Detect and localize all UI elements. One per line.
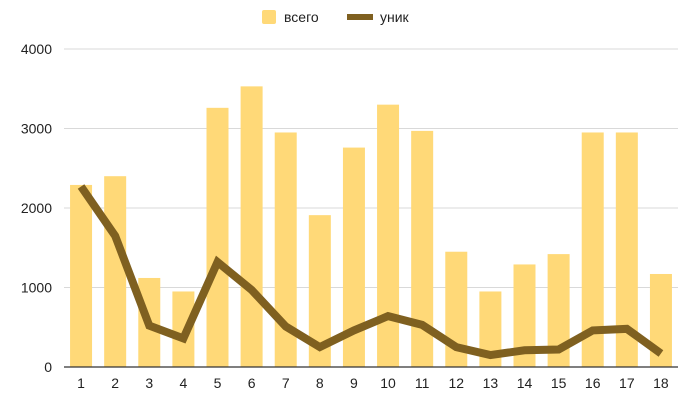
- x-tick-label: 14: [517, 375, 533, 391]
- line-series-path: [77, 184, 664, 360]
- x-tick-label: 11: [415, 375, 430, 391]
- bar: [377, 104, 400, 368]
- x-tick-label: 16: [585, 375, 601, 391]
- x-tick-label: 7: [282, 375, 290, 391]
- x-tick-label: 10: [380, 375, 396, 391]
- legend-label-line-series: уник: [380, 9, 410, 25]
- bar: [649, 273, 672, 367]
- y-axis-tick-labels: 0 1000 2000 3000 4000: [21, 41, 52, 375]
- bar: [342, 147, 365, 367]
- y-tick-label: 3000: [21, 121, 52, 137]
- x-tick-label: 3: [145, 375, 153, 391]
- bar: [581, 132, 604, 367]
- x-tick-label: 12: [448, 375, 464, 391]
- x-tick-label: 18: [653, 375, 669, 391]
- bar: [479, 291, 502, 367]
- y-tick-label: 1000: [21, 280, 52, 296]
- x-tick-label: 17: [619, 375, 635, 391]
- legend-swatch-bar-series: [262, 10, 276, 24]
- x-tick-label: 2: [111, 375, 119, 391]
- bar: [445, 251, 468, 367]
- x-tick-label: 6: [248, 375, 256, 391]
- y-tick-label: 4000: [21, 41, 52, 57]
- bar: [547, 254, 570, 367]
- bar: [513, 264, 536, 367]
- x-axis-tick-labels: 1 2 3 4 5 6 7 8 9 10 11 12 13 14 15 16 17 18: [77, 375, 669, 391]
- x-tick-label: 8: [316, 375, 324, 391]
- legend-swatch-line-series: [347, 14, 373, 20]
- x-tick-label: 1: [77, 375, 85, 391]
- y-tick-label: 0: [44, 359, 52, 375]
- legend-label-bar-series: всего: [284, 9, 319, 25]
- bar: [70, 184, 93, 367]
- bar: [308, 215, 331, 367]
- line-series: [77, 184, 664, 360]
- bar: [104, 176, 127, 367]
- legend: всего уник: [262, 9, 410, 25]
- y-tick-label: 2000: [21, 200, 52, 216]
- bar: [274, 132, 297, 367]
- x-tick-label: 5: [214, 375, 222, 391]
- bar: [206, 107, 229, 367]
- bar: [240, 86, 263, 368]
- bar: [615, 132, 638, 367]
- gridlines: [64, 48, 678, 288]
- x-tick-label: 15: [551, 375, 567, 391]
- bar: [411, 130, 434, 367]
- x-tick-label: 13: [483, 375, 499, 391]
- x-tick-label: 4: [179, 375, 187, 391]
- x-tick-label: 9: [350, 375, 358, 391]
